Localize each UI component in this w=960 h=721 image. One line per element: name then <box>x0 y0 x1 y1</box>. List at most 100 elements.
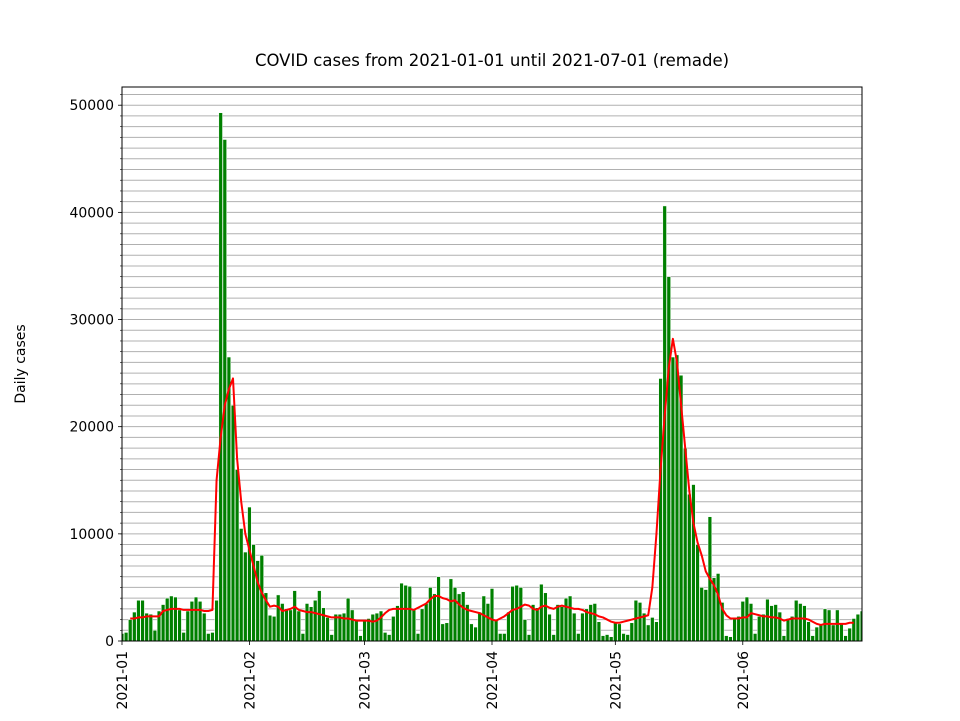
bar <box>296 610 301 641</box>
bar <box>625 634 630 641</box>
bar <box>329 634 334 641</box>
bar <box>502 633 507 641</box>
bar <box>724 635 729 641</box>
bar <box>802 605 807 641</box>
bar <box>325 617 330 641</box>
bar <box>477 611 482 641</box>
bar <box>650 617 655 641</box>
bar <box>568 595 573 641</box>
bar <box>539 583 544 641</box>
bar <box>732 618 737 641</box>
bar <box>140 600 145 641</box>
bar <box>843 635 848 641</box>
bar <box>839 622 844 641</box>
bar <box>403 585 408 641</box>
bar <box>165 597 170 641</box>
x-tick-label: 2021-04 <box>485 651 501 710</box>
bar <box>588 604 593 641</box>
rolling-line <box>130 337 854 626</box>
bar <box>272 616 277 641</box>
x-tick-label: 2021-06 <box>736 651 752 710</box>
bar <box>243 551 248 641</box>
bar <box>621 633 626 641</box>
bar <box>292 590 297 641</box>
bar <box>765 598 770 641</box>
bar <box>773 604 778 641</box>
bar <box>785 618 791 641</box>
bar <box>728 636 733 641</box>
bar <box>514 585 519 641</box>
bar <box>781 635 786 641</box>
bar <box>646 624 651 641</box>
bar <box>674 354 680 641</box>
bar <box>144 612 149 641</box>
bar <box>584 608 589 641</box>
x-tick-label: 2021-05 <box>608 651 624 710</box>
bar <box>440 623 445 641</box>
bar <box>469 623 474 641</box>
bar <box>198 601 203 641</box>
bar <box>818 624 823 641</box>
bar <box>547 613 552 641</box>
bar <box>769 605 774 641</box>
bar <box>658 378 663 641</box>
bar <box>580 612 585 641</box>
bar <box>506 611 511 641</box>
bar <box>354 620 359 641</box>
bar <box>169 595 174 641</box>
bar <box>609 636 614 641</box>
bar <box>448 578 453 641</box>
bar <box>572 612 577 641</box>
bar <box>753 633 758 641</box>
bar <box>226 356 231 641</box>
bar <box>239 528 244 641</box>
bar <box>341 612 347 641</box>
bar <box>193 596 199 641</box>
bar <box>600 635 606 641</box>
bar <box>132 611 137 641</box>
y-tick-label: 30000 <box>69 313 114 329</box>
bar <box>559 606 564 641</box>
bar <box>399 582 404 641</box>
bar <box>473 626 478 641</box>
bar <box>757 616 762 641</box>
bar <box>267 615 273 641</box>
bar <box>444 622 449 641</box>
bar <box>218 112 223 641</box>
bar <box>498 633 503 641</box>
bar <box>522 619 527 641</box>
bar <box>654 621 659 641</box>
y-tick-label: 0 <box>105 634 114 650</box>
bar <box>370 613 375 641</box>
bar <box>810 635 815 641</box>
bar <box>855 613 860 641</box>
bar <box>814 626 819 641</box>
bar <box>687 493 692 641</box>
bar <box>617 623 622 641</box>
bar <box>555 604 560 641</box>
bar <box>247 506 252 641</box>
bar <box>185 610 190 641</box>
bar <box>214 600 219 641</box>
bar <box>794 600 799 641</box>
bar <box>798 603 803 641</box>
bar <box>280 603 285 641</box>
y-tick-label: 10000 <box>69 527 114 543</box>
bar <box>695 544 700 641</box>
bar <box>300 633 305 641</box>
bar <box>415 633 421 641</box>
bar <box>711 577 717 641</box>
bar <box>510 586 515 641</box>
bar <box>411 608 416 641</box>
bar <box>699 587 704 641</box>
bar <box>251 544 256 641</box>
bar <box>629 622 634 641</box>
bar <box>230 405 236 641</box>
bar <box>666 276 671 641</box>
bar <box>613 622 618 641</box>
bar <box>736 616 741 641</box>
bar <box>831 624 836 641</box>
bar <box>740 601 745 641</box>
x-tick-label: 2021-01 <box>115 651 131 710</box>
bar <box>592 603 597 641</box>
